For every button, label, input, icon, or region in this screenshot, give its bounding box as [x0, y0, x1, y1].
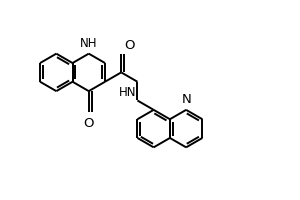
- Text: O: O: [83, 117, 94, 130]
- Text: NH: NH: [80, 37, 98, 50]
- Text: O: O: [124, 39, 135, 52]
- Text: N: N: [182, 93, 192, 106]
- Text: HN: HN: [119, 86, 136, 99]
